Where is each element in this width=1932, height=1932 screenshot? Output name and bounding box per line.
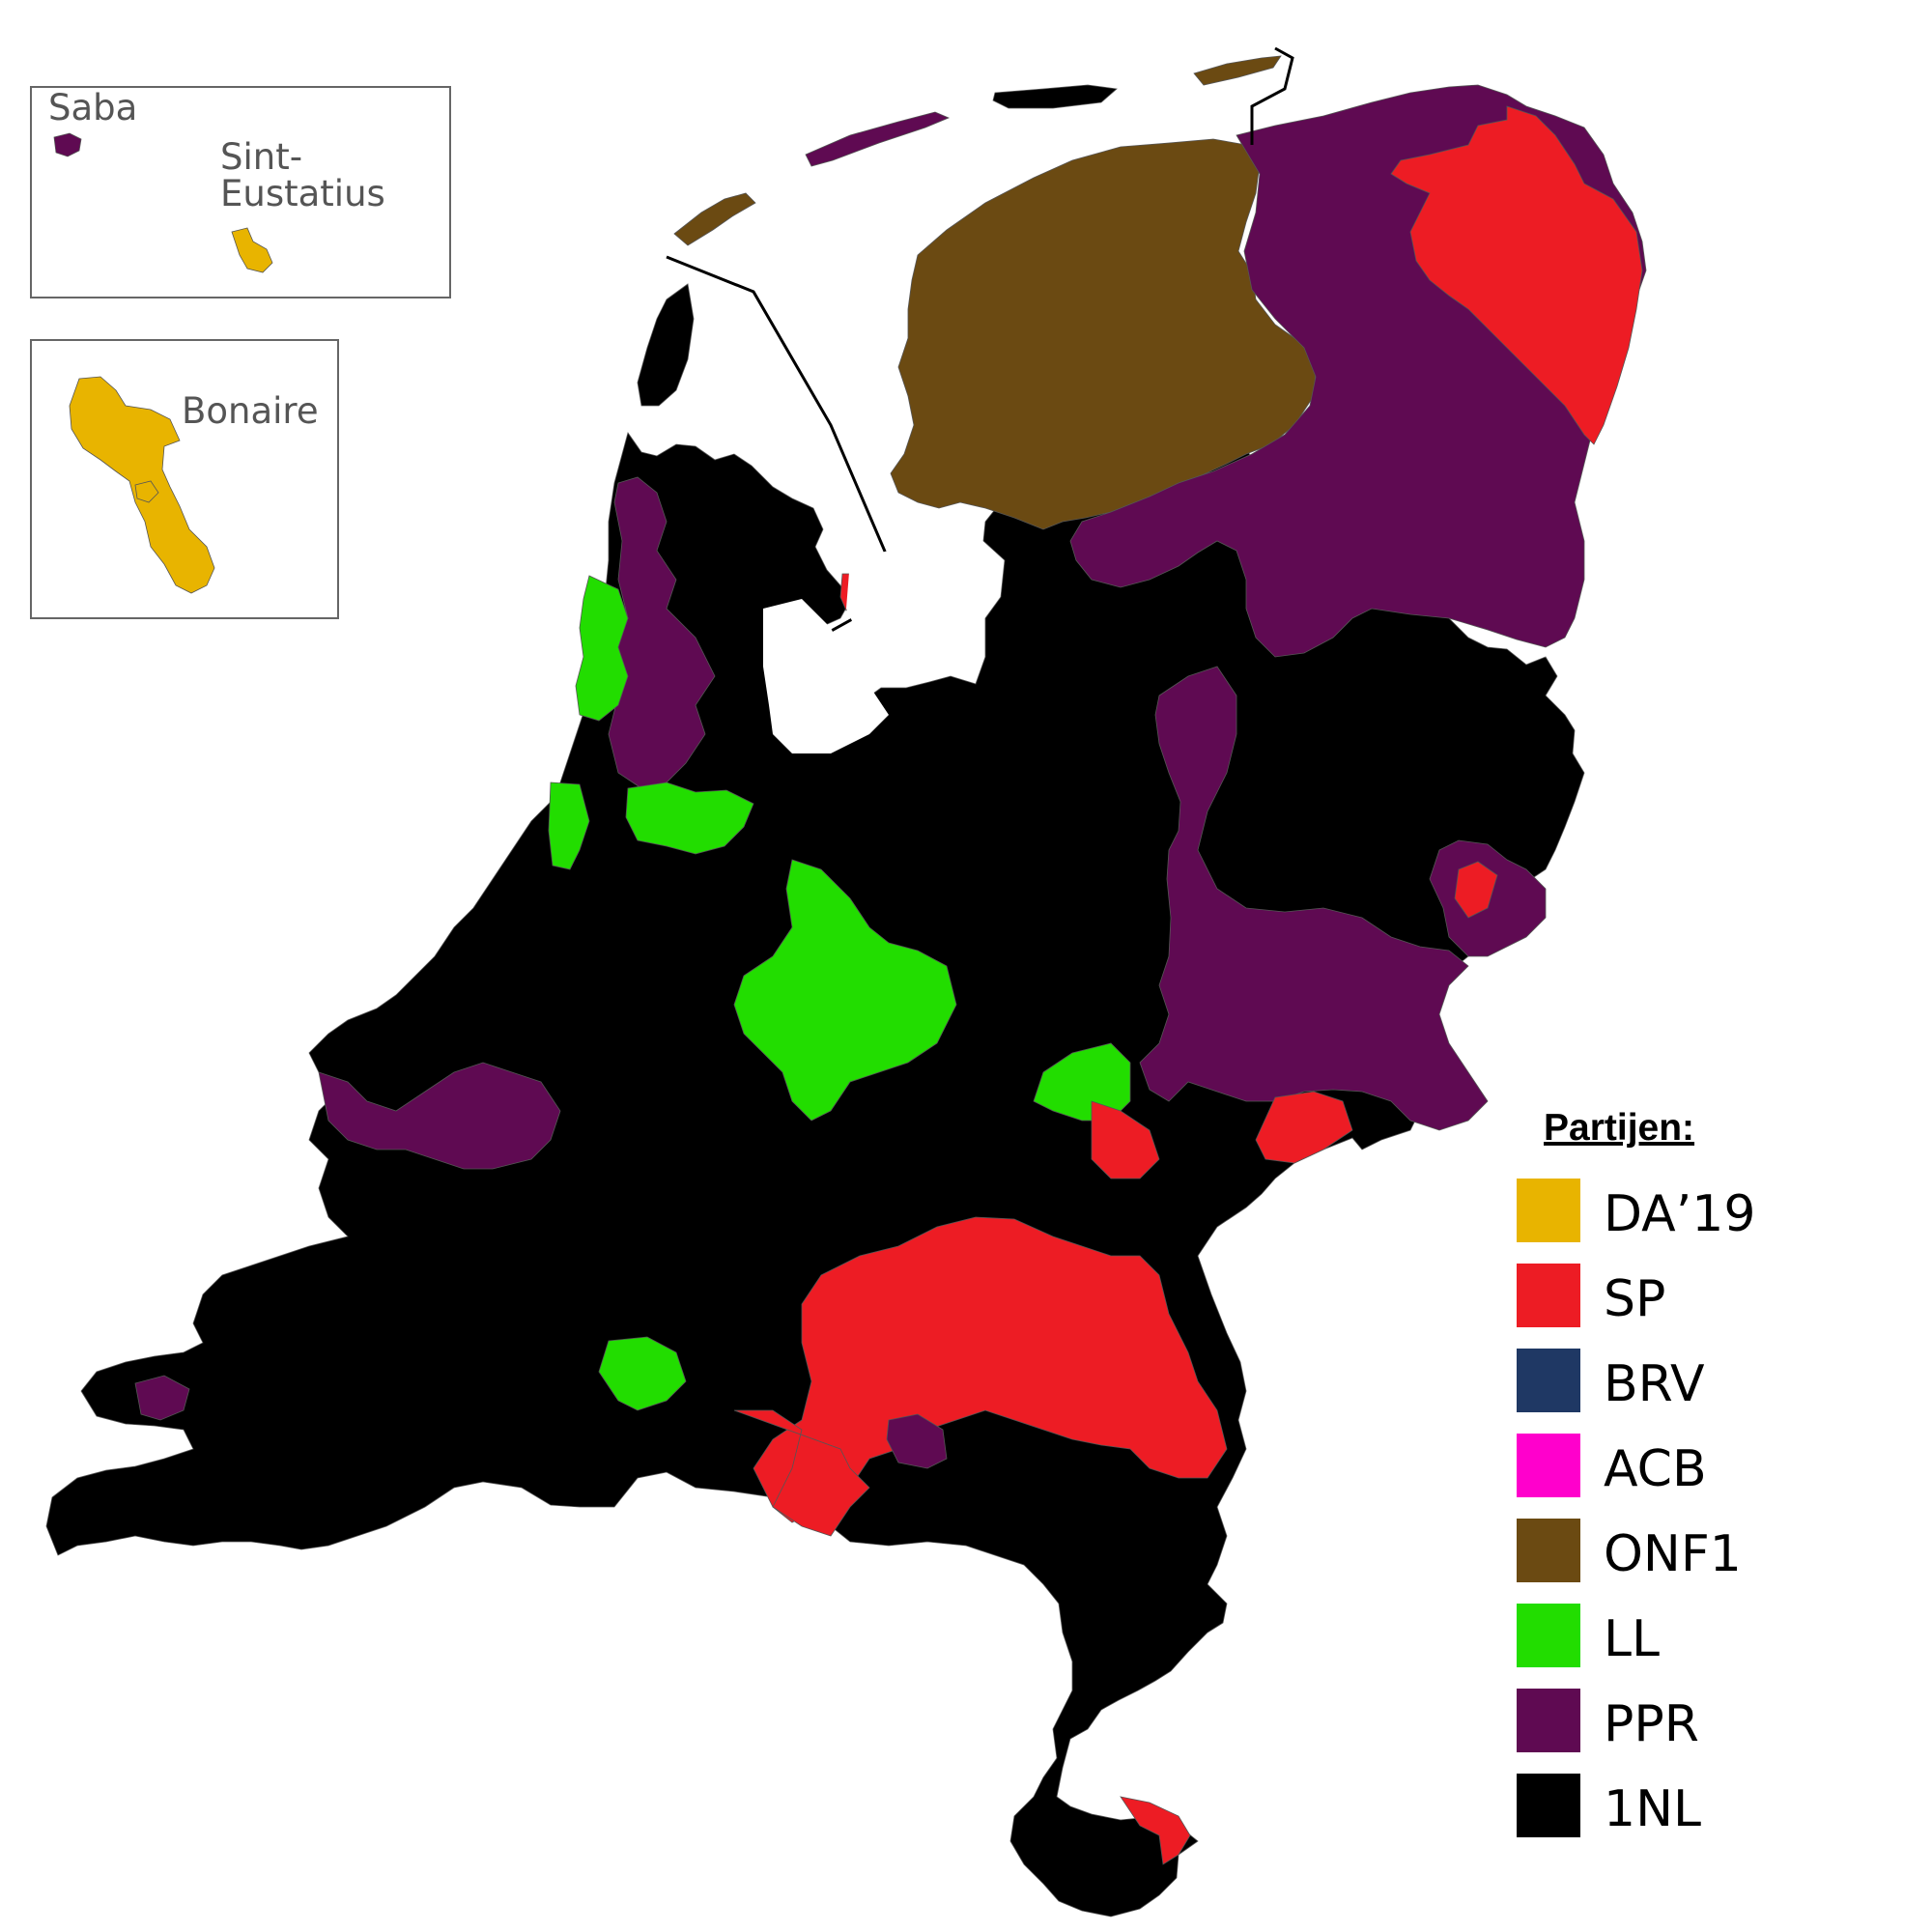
sint-eustatius-island bbox=[231, 227, 273, 273]
region-haarlem-south-ll bbox=[548, 781, 590, 870]
region-friesland bbox=[890, 138, 1317, 530]
markermeer-water bbox=[846, 551, 908, 647]
saba-label: Saba bbox=[48, 87, 137, 128]
saba-island bbox=[53, 132, 82, 157]
region-brabant-ll bbox=[598, 1336, 687, 1411]
region-brabant-west-sp bbox=[733, 1409, 870, 1537]
sint-eustatius-label-1: Sint- bbox=[220, 136, 302, 178]
legend-swatch-brv bbox=[1517, 1349, 1580, 1412]
region-utrecht-ll bbox=[733, 859, 957, 1122]
ijsselmeer-water bbox=[763, 599, 889, 753]
legend-swatch-1nl bbox=[1517, 1774, 1580, 1837]
legend: Partijen: DA’19 SP BRV ACB ONF1 LL PPR 1NL bbox=[1517, 1107, 1755, 1838]
legend-label-brv: BRV bbox=[1604, 1355, 1705, 1413]
netherlands-map bbox=[45, 46, 1647, 1918]
inset-frame-top bbox=[30, 86, 451, 298]
region-achterhoek-sp bbox=[1255, 1091, 1353, 1164]
region-limburg-south-sp bbox=[1120, 1796, 1191, 1865]
frisian-coast-border bbox=[1250, 46, 1294, 145]
region-noord-holland-ppr bbox=[608, 476, 716, 793]
legend-swatch-acb bbox=[1517, 1434, 1580, 1497]
legend-label-1nl: 1NL bbox=[1604, 1780, 1701, 1838]
legend-title: Partijen: bbox=[1544, 1107, 1694, 1149]
region-overijssel bbox=[1139, 666, 1489, 1131]
inset-bonaire: Bonaire bbox=[30, 339, 339, 619]
legend-label-ll: LL bbox=[1604, 1610, 1660, 1668]
region-zeeland-ppr bbox=[134, 1375, 190, 1421]
ameland-island bbox=[992, 84, 1118, 109]
bonaire-label: Bonaire bbox=[182, 390, 319, 432]
legend-swatch-ppr bbox=[1517, 1689, 1580, 1752]
legend-swatch-onf1 bbox=[1517, 1519, 1580, 1582]
region-gelderland-south-sp bbox=[753, 1216, 1228, 1523]
texel-adjacent-island bbox=[673, 192, 756, 246]
legend-label-da19: DA’19 bbox=[1604, 1185, 1755, 1243]
texel-island bbox=[637, 283, 695, 407]
legend-label-onf1: ONF1 bbox=[1604, 1525, 1742, 1583]
region-brabant-ppr bbox=[886, 1413, 948, 1469]
region-nijmegen-sp bbox=[1091, 1100, 1160, 1179]
legend-swatch-sp bbox=[1517, 1264, 1580, 1327]
klein-bonaire-island bbox=[134, 480, 159, 503]
region-amsterdam-ll bbox=[625, 781, 754, 855]
schiermonnikoog-island bbox=[1193, 55, 1282, 86]
region-haarlem-coast-ll bbox=[575, 575, 629, 722]
region-twente-sp bbox=[1454, 861, 1498, 919]
legend-label-ppr: PPR bbox=[1604, 1695, 1699, 1753]
legend-label-acb: ACB bbox=[1604, 1440, 1707, 1498]
region-east-groningen bbox=[1390, 105, 1643, 445]
legend-label-sp: SP bbox=[1604, 1270, 1665, 1328]
region-zuid-holland-ppr bbox=[318, 1062, 561, 1170]
inset-saba-sint-eustatius: Saba Sint- Eustatius bbox=[30, 86, 451, 298]
legend-swatch-ll bbox=[1517, 1604, 1580, 1667]
terschelling-island bbox=[805, 111, 951, 167]
legend-swatch-da19 bbox=[1517, 1179, 1580, 1242]
sint-eustatius-label-2: Eustatius bbox=[220, 173, 385, 214]
